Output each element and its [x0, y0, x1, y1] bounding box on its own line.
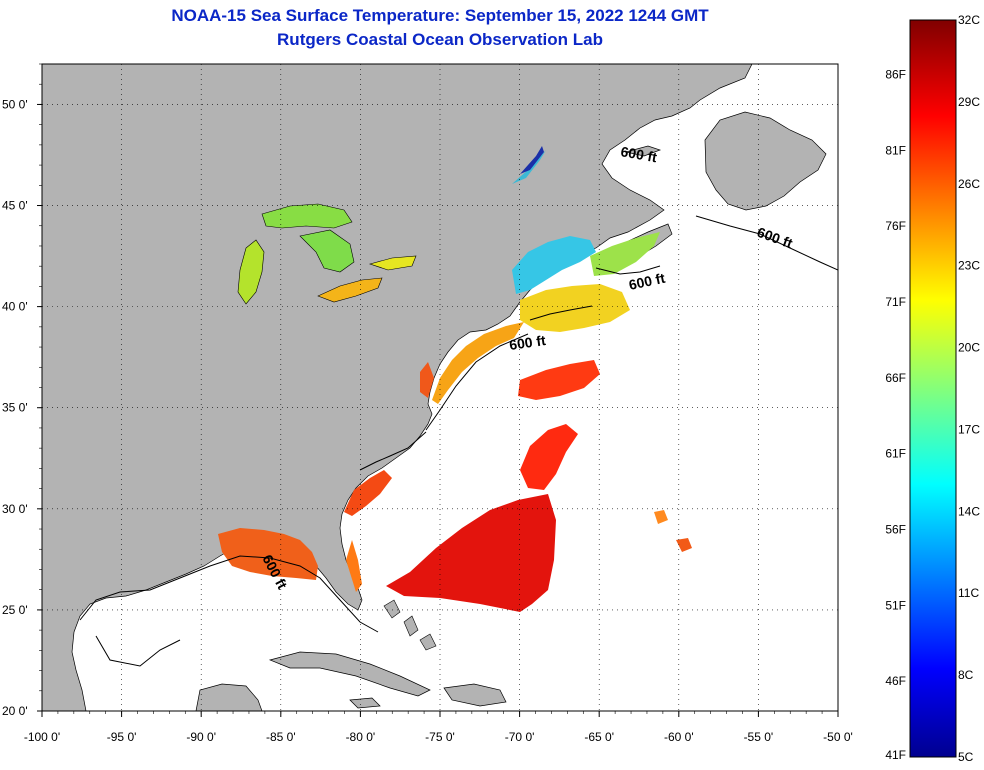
isobath-label-mid-atlantic: 600 ft — [508, 332, 547, 353]
colorbar-celsius-label: 17C — [958, 422, 980, 436]
colorbar — [909, 19, 957, 758]
sst-florida-coast — [346, 540, 362, 592]
lon-tick-label: -70 0' — [505, 730, 535, 744]
map-subtitle: Rutgers Coastal Ocean Observation Lab — [277, 30, 603, 49]
sst-georges — [520, 284, 630, 332]
lat-tick-label: 40 0' — [2, 300, 28, 314]
sst-gulf-stream-north — [518, 360, 600, 400]
colorbar-fahrenheit-label: 66F — [885, 371, 906, 385]
sst-offshore-patch-2 — [654, 510, 668, 524]
sst-offshore-patch — [676, 538, 692, 552]
isobath-label-laurentian: 600 ft — [619, 143, 658, 165]
sst-gulf-of-mexico — [218, 528, 318, 580]
colorbar-celsius-label: 8C — [958, 668, 974, 682]
sst-scotian-shelf — [590, 232, 660, 276]
sst-st-lawrence-deep — [520, 146, 544, 174]
colorbar-celsius-label: 29C — [958, 95, 980, 109]
lat-tick-label: 30 0' — [2, 502, 28, 516]
lon-tick-label: -90 0' — [186, 730, 216, 744]
land-yucatan — [195, 683, 263, 711]
colorbar-fahrenheit-label: 41F — [885, 748, 906, 762]
lon-tick-label: -60 0' — [664, 730, 694, 744]
land-north-america — [42, 64, 753, 711]
colorbar-celsius-label: 23C — [958, 259, 980, 273]
lat-tick-label: 35 0' — [2, 401, 28, 415]
sst-gulf-maine — [512, 236, 596, 294]
lon-tick-label: -50 0' — [823, 730, 853, 744]
colorbar-fahrenheit-label: 56F — [885, 523, 906, 537]
colorbar-fahrenheit-label: 61F — [885, 447, 906, 461]
colorbar-fahrenheit-label: 51F — [885, 598, 906, 612]
colorbar-fahrenheit-label: 86F — [885, 68, 906, 82]
lat-tick-label: 20 0' — [2, 704, 28, 718]
lat-tick-label: 45 0' — [2, 199, 28, 213]
sst-sargasso-north — [520, 424, 578, 490]
colorbar-celsius-label: 11C — [958, 586, 979, 600]
sst-mid-atlantic — [432, 322, 524, 404]
lon-tick-label: -75 0' — [425, 730, 455, 744]
lon-tick-label: -80 0' — [346, 730, 376, 744]
sst-chesapeake — [420, 362, 434, 398]
map-title: NOAA-15 Sea Surface Temperature: Septemb… — [171, 6, 709, 25]
lon-tick-label: -65 0' — [584, 730, 614, 744]
longitude-axis: -100 0' -95 0' -90 0' -85 0' -80 0' -75 0' -70… — [24, 711, 853, 744]
colorbar-fahrenheit-label: 46F — [885, 674, 906, 688]
lon-tick-label: -55 0' — [744, 730, 774, 744]
colorbar-celsius-label: 26C — [958, 177, 980, 191]
land-newfoundland — [704, 111, 827, 211]
land-bahamas — [383, 599, 437, 651]
colorbar-fahrenheit-label: 71F — [885, 295, 906, 309]
lake-superior — [261, 203, 353, 229]
land-anticosti — [625, 145, 662, 157]
lon-tick-label: -85 0' — [266, 730, 296, 744]
lake-michigan — [237, 239, 265, 305]
lat-tick-label: 50 0' — [2, 97, 28, 111]
latitude-axis: 50 0' 45 0' 40 0' 35 0' 30 0' 25 0' 20 0' — [2, 63, 42, 718]
lake-huron — [299, 229, 355, 273]
colorbar-celsius-label: 32C — [958, 13, 980, 27]
isobath-600ft — [79, 215, 838, 667]
colorbar-celsius-labels: 32C 29C 26C 23C 20C 17C 14C 11C 8C 5C — [958, 13, 980, 764]
colorbar-celsius-label: 14C — [958, 504, 980, 518]
colorbar-celsius-label: 5C — [958, 750, 974, 764]
lat-tick-label: 25 0' — [2, 603, 28, 617]
land-jamaica — [349, 697, 381, 709]
lon-tick-label: -100 0' — [24, 730, 60, 744]
isobath-label-scotian: 600 ft — [627, 270, 666, 293]
sst-sargasso — [386, 494, 556, 612]
colorbar-fahrenheit-labels: 86F 81F 76F 71F 66F 61F 56F 51F 46F 41F — [885, 68, 906, 762]
sst-gulf-stream-se — [344, 470, 392, 516]
colorbar-celsius-label: 20C — [958, 341, 980, 355]
land-hispaniola — [443, 683, 507, 707]
lon-tick-label: -95 0' — [107, 730, 137, 744]
lake-ontario — [368, 255, 417, 271]
land-cuba — [268, 651, 431, 697]
colorbar-fahrenheit-label: 81F — [885, 143, 906, 157]
colorbar-fahrenheit-label: 76F — [885, 219, 906, 233]
lake-erie — [317, 277, 383, 303]
